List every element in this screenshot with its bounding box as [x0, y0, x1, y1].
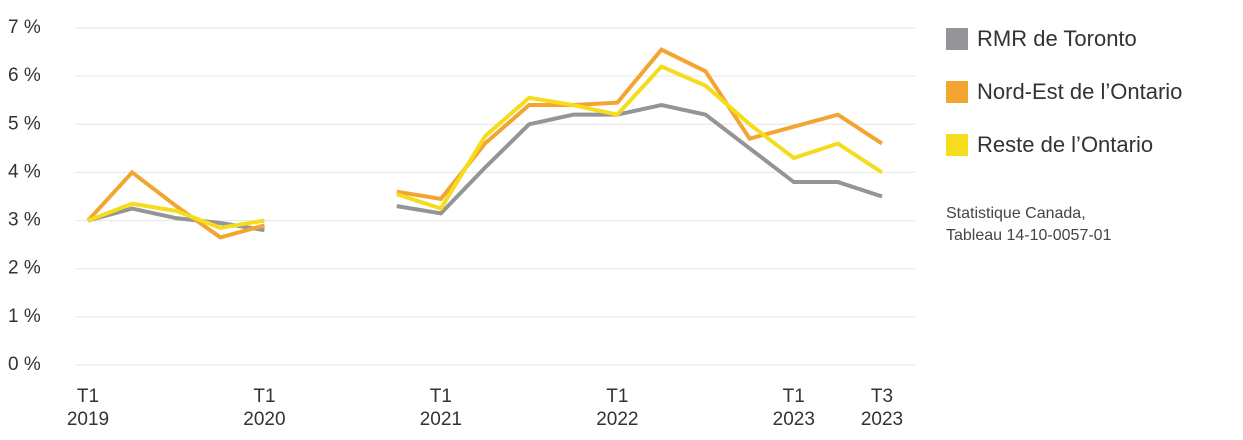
legend-swatch	[946, 28, 968, 50]
source-note: Statistique Canada,	[946, 205, 1086, 222]
legend-label: Reste de l’Ontario	[977, 132, 1154, 157]
y-tick-label: 6 %	[8, 65, 41, 86]
legend-item: RMR de Toronto	[946, 26, 1137, 52]
x-tick-label: T3 2023	[860, 386, 904, 430]
x-tick-label: T1 2020	[243, 386, 286, 430]
series-line	[86, 47, 884, 240]
source-note: Tableau 14-10-0057-01	[946, 227, 1112, 244]
series-line	[87, 64, 884, 230]
legend-swatch	[946, 134, 968, 156]
x-tick-label: T1 2022	[596, 386, 639, 430]
y-tick-label: 3 %	[8, 210, 41, 231]
legend-swatch	[946, 81, 968, 103]
legend-label: RMR de Toronto	[977, 26, 1137, 51]
x-tick-label: T1 2021	[419, 386, 463, 430]
y-tick-label: 1 %	[8, 306, 41, 327]
x-tick-label: T1 2019	[66, 386, 110, 430]
y-tick-label: 7 %	[8, 17, 41, 38]
legend-label: Nord-Est de l’Ontario	[977, 79, 1183, 104]
y-tick-label: 5 %	[8, 113, 41, 134]
x-tick-label: T1 2023	[772, 386, 815, 430]
y-tick-label: 2 %	[8, 258, 41, 279]
legend-item: Nord-Est de l’Ontario	[946, 79, 1182, 105]
y-tick-label: 4 %	[8, 161, 41, 182]
legend-item: Reste de l’Ontario	[946, 132, 1153, 158]
y-tick-label: 0 %	[8, 354, 41, 375]
